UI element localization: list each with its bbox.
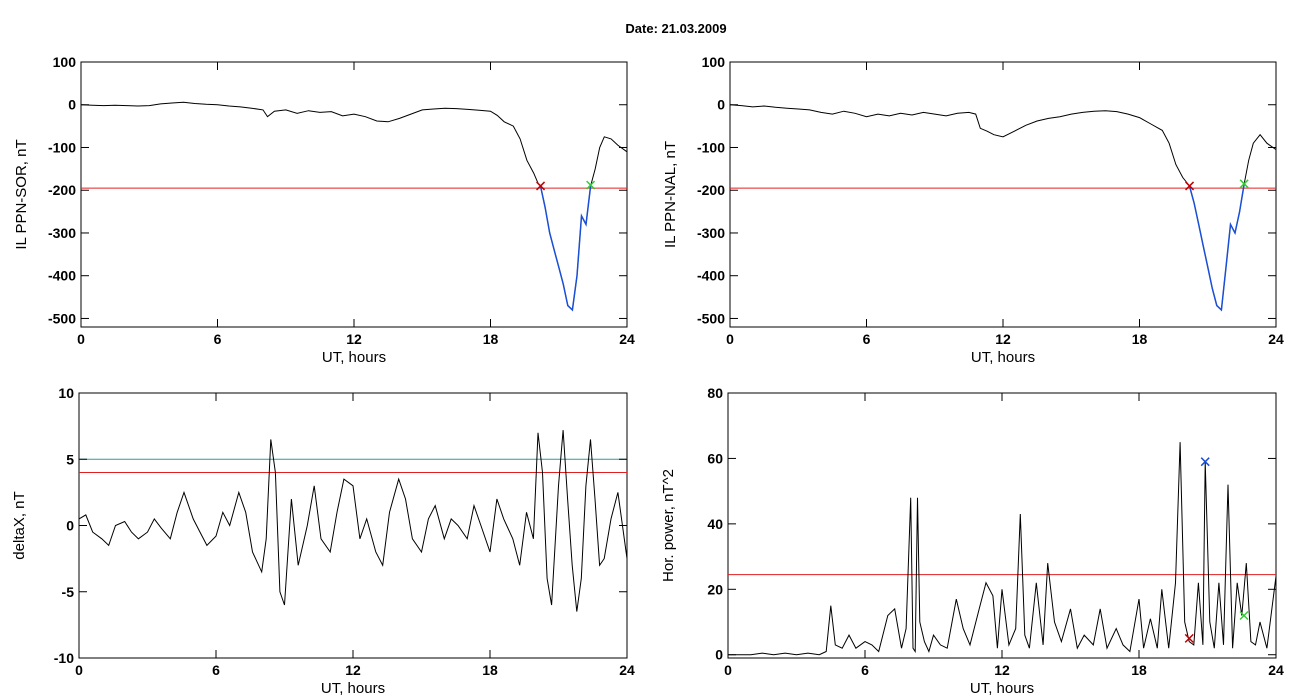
y-axis-label: IL PPN-SOR, nT	[13, 139, 30, 249]
y-tick-label: 0	[717, 97, 725, 113]
plot-frame	[729, 61, 1277, 328]
y-tick-label: 5	[66, 451, 74, 467]
x-tick-label: 24	[619, 662, 635, 678]
y-tick-label: -100	[697, 139, 725, 155]
x-marker-stroke	[1239, 179, 1249, 189]
y-tick-label: -500	[697, 310, 725, 326]
x-tick-label: 6	[861, 662, 869, 678]
y-tick-label: 0	[66, 518, 74, 534]
x-marker	[1200, 457, 1210, 467]
x-tick-label: 0	[77, 331, 85, 347]
x-marker	[1239, 179, 1249, 189]
y-tick-label: -10	[54, 650, 74, 666]
x-marker	[1185, 181, 1195, 191]
y-tick-label: -500	[48, 310, 76, 326]
x-marker-stroke	[536, 181, 546, 191]
x-marker	[1184, 633, 1194, 643]
x-marker	[536, 181, 546, 191]
x-tick-label: 18	[1132, 331, 1148, 347]
x-axis-label: UT, hours	[971, 349, 1035, 366]
x-marker	[586, 180, 596, 190]
x-axis-label: UT, hours	[321, 680, 385, 697]
x-tick-label: 12	[995, 331, 1011, 347]
y-axis-label: IL PPN-NAL, nT	[662, 141, 679, 248]
chart-panel-2: 0 6 12 18 24 100 0 -100 -200 -300 -400 -500 UT, hour…	[662, 54, 1284, 366]
chart-panel-4: 0 6 12 18 24 80 60 40 20 0 UT, hours Hor. power, nT…	[660, 385, 1284, 697]
x-tick-label: 6	[214, 331, 222, 347]
highlight-line	[539, 185, 592, 312]
chart-panel-1: 0 6 12 18 24 100 0 -100 -200 -300 -400 -500 UT, hour…	[13, 54, 635, 366]
chart-panel-3: 0 6 12 18 24 10 5 0 -5 -10 UT, hours deltaX, nT	[11, 385, 635, 697]
x-tick-label: 12	[346, 331, 362, 347]
figure-title: Date: 21.03.2009	[625, 21, 726, 36]
y-tick-label: -200	[697, 182, 725, 198]
x-tick-label: 24	[1268, 662, 1284, 678]
y-tick-label: -100	[48, 139, 76, 155]
x-tick-label: 0	[726, 331, 734, 347]
y-tick-label: 100	[702, 54, 726, 70]
y-axis-label: Hor. power, nT^2	[660, 469, 677, 582]
y-tick-label: -400	[48, 268, 76, 284]
series-line	[728, 442, 1277, 656]
x-axis-label: UT, hours	[970, 680, 1034, 697]
x-tick-label: 12	[994, 662, 1010, 678]
y-tick-label: 20	[707, 581, 723, 597]
y-tick-label: -5	[62, 584, 75, 600]
y-tick-label: 100	[53, 54, 77, 70]
y-tick-label: 60	[707, 450, 723, 466]
x-tick-label: 6	[212, 662, 220, 678]
x-marker-stroke	[1185, 181, 1195, 191]
y-tick-label: 0	[715, 647, 723, 663]
x-axis-label: UT, hours	[322, 349, 386, 366]
x-tick-label: 0	[75, 662, 83, 678]
y-tick-label: -300	[48, 225, 76, 241]
x-marker-stroke	[586, 180, 596, 190]
x-tick-label: 12	[345, 662, 361, 678]
y-tick-label: -200	[48, 182, 76, 198]
x-marker	[1239, 610, 1249, 620]
x-marker-stroke	[1184, 633, 1194, 643]
series-line	[78, 430, 628, 612]
series-line	[729, 104, 1277, 311]
x-tick-label: 18	[482, 662, 498, 678]
highlight-line	[1188, 183, 1245, 312]
y-tick-label: 40	[707, 516, 723, 532]
x-tick-label: 0	[724, 662, 732, 678]
plot-frame	[727, 392, 1277, 659]
x-tick-label: 24	[619, 331, 635, 347]
y-axis-label: deltaX, nT	[11, 491, 28, 559]
plot-frame	[80, 61, 628, 328]
x-tick-label: 18	[483, 331, 499, 347]
x-tick-label: 24	[1268, 331, 1284, 347]
x-marker-stroke	[1200, 457, 1210, 467]
y-tick-label: 0	[68, 97, 76, 113]
x-marker-stroke	[1239, 610, 1249, 620]
y-tick-label: 80	[707, 385, 723, 401]
y-tick-label: 10	[58, 385, 74, 401]
y-tick-label: -400	[697, 268, 725, 284]
y-tick-label: -300	[697, 225, 725, 241]
x-tick-label: 18	[1131, 662, 1147, 678]
x-tick-label: 6	[863, 331, 871, 347]
